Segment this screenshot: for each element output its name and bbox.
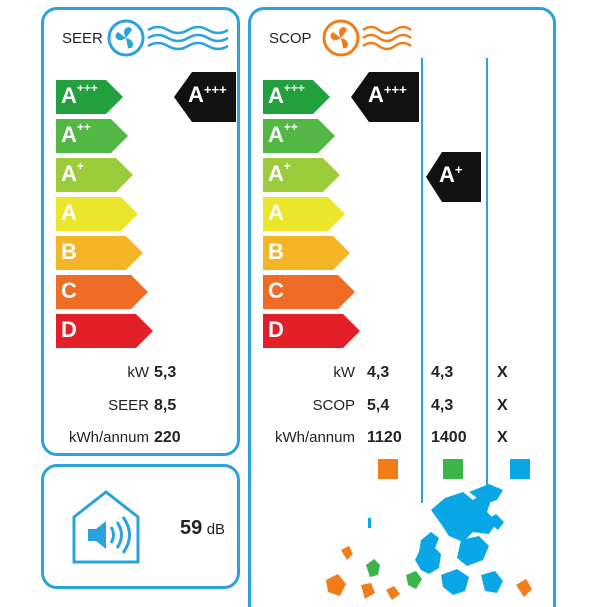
scop-scop-label: SCOP [312,397,355,414]
scop-column-divider-1 [421,58,423,503]
scop-annual-value-1: 1120 [367,429,402,446]
scop-kw-value-3: X [497,364,508,381]
scop-rating-average-plus: + [454,162,463,177]
fan-heat-icon [322,19,412,57]
seer-seer-value: 8,5 [154,397,177,414]
scop-rating-average-letter: A [439,162,455,187]
scop-class-bar-b: B [263,236,350,270]
scop-kw-label: kW [333,364,355,381]
scop-rating-indicator-average: A+ [426,152,481,207]
seer-annual-label: kWh/annum [68,429,149,446]
scop-class-bar-ap: A+ [263,158,340,192]
scop-scop-value-3: X [497,397,508,414]
scop-class-bar-d: D [263,314,360,348]
seer-rating-letter: A [188,82,204,107]
seer-class-label: A+ [61,159,84,186]
scop-column-divider-2 [486,58,488,503]
scop-class-label: D [268,317,284,342]
seer-class-bar-app: A++ [56,119,128,153]
seer-rating-plus: +++ [203,82,227,97]
scop-rating-indicator-warm: A+++ [351,72,419,127]
europe-climate-map [326,484,532,600]
scop-class-label: A [268,200,284,225]
seer-class-label: C [61,278,77,303]
scop-panel: SCOP A+++ A++ A+ A B C D A+++ A+ kW 4,3 4,3 X … [248,7,556,607]
scop-class-label: C [268,278,284,303]
noise-value: 59 [180,517,203,539]
seer-kw-value: 5,3 [154,364,177,381]
scop-annual-label: kWh/annum [274,429,355,446]
zone-swatch-warm [378,459,398,479]
seer-class-bar-d: D [56,314,153,348]
seer-class-bar-b: B [56,236,143,270]
scop-class-label: A+++ [268,81,305,108]
scop-class-label: B [268,239,284,264]
seer-panel: SEER A+++ A++ A+ A B C D A+++ kW 5,3 SEER 8,5 … [41,7,240,456]
seer-class-label: A+++ [61,81,98,108]
zone-swatch-cold [510,459,530,479]
seer-seer-label: SEER [108,397,149,414]
seer-class-label: A [61,200,77,225]
seer-class-label: A++ [61,120,91,147]
speaker-house-icon [72,490,140,564]
scop-annual-value-3: X [497,429,508,446]
scop-class-bar-appp: A+++ [263,80,330,114]
scop-kw-value-1: 4,3 [367,364,390,381]
seer-rating-indicator: A+++ [174,72,236,127]
scop-class-bar-app: A++ [263,119,335,153]
scop-class-label: A+ [268,159,291,186]
seer-kw-label: kW [127,364,149,381]
scop-scop-value-2: 4,3 [431,397,454,414]
seer-class-bar-ap: A+ [56,158,133,192]
zone-swatch-average [443,459,463,479]
scop-class-bar-c: C [263,275,355,309]
noise-readout: 59 dB [180,517,225,540]
scop-scop-value-1: 5,4 [367,397,390,414]
scop-kw-value-2: 4,3 [431,364,454,381]
scop-rating-warm-letter: A [368,82,384,107]
noise-unit: dB [206,521,226,538]
scop-class-label: A++ [268,120,298,147]
seer-class-label: B [61,239,77,264]
seer-class-bar-a: A [56,197,138,231]
fan-cold-icon [107,19,229,57]
seer-class-label: D [61,317,77,342]
seer-class-bar-c: C [56,275,148,309]
scop-annual-value-2: 1400 [431,429,467,446]
seer-annual-value: 220 [154,429,181,446]
scop-rating-warm-plus: +++ [383,82,407,97]
scop-title: SCOP [269,30,312,47]
noise-panel: 59 dB [41,464,240,589]
seer-class-bar-appp: A+++ [56,80,123,114]
scop-class-bar-a: A [263,197,345,231]
seer-title: SEER [62,30,103,47]
